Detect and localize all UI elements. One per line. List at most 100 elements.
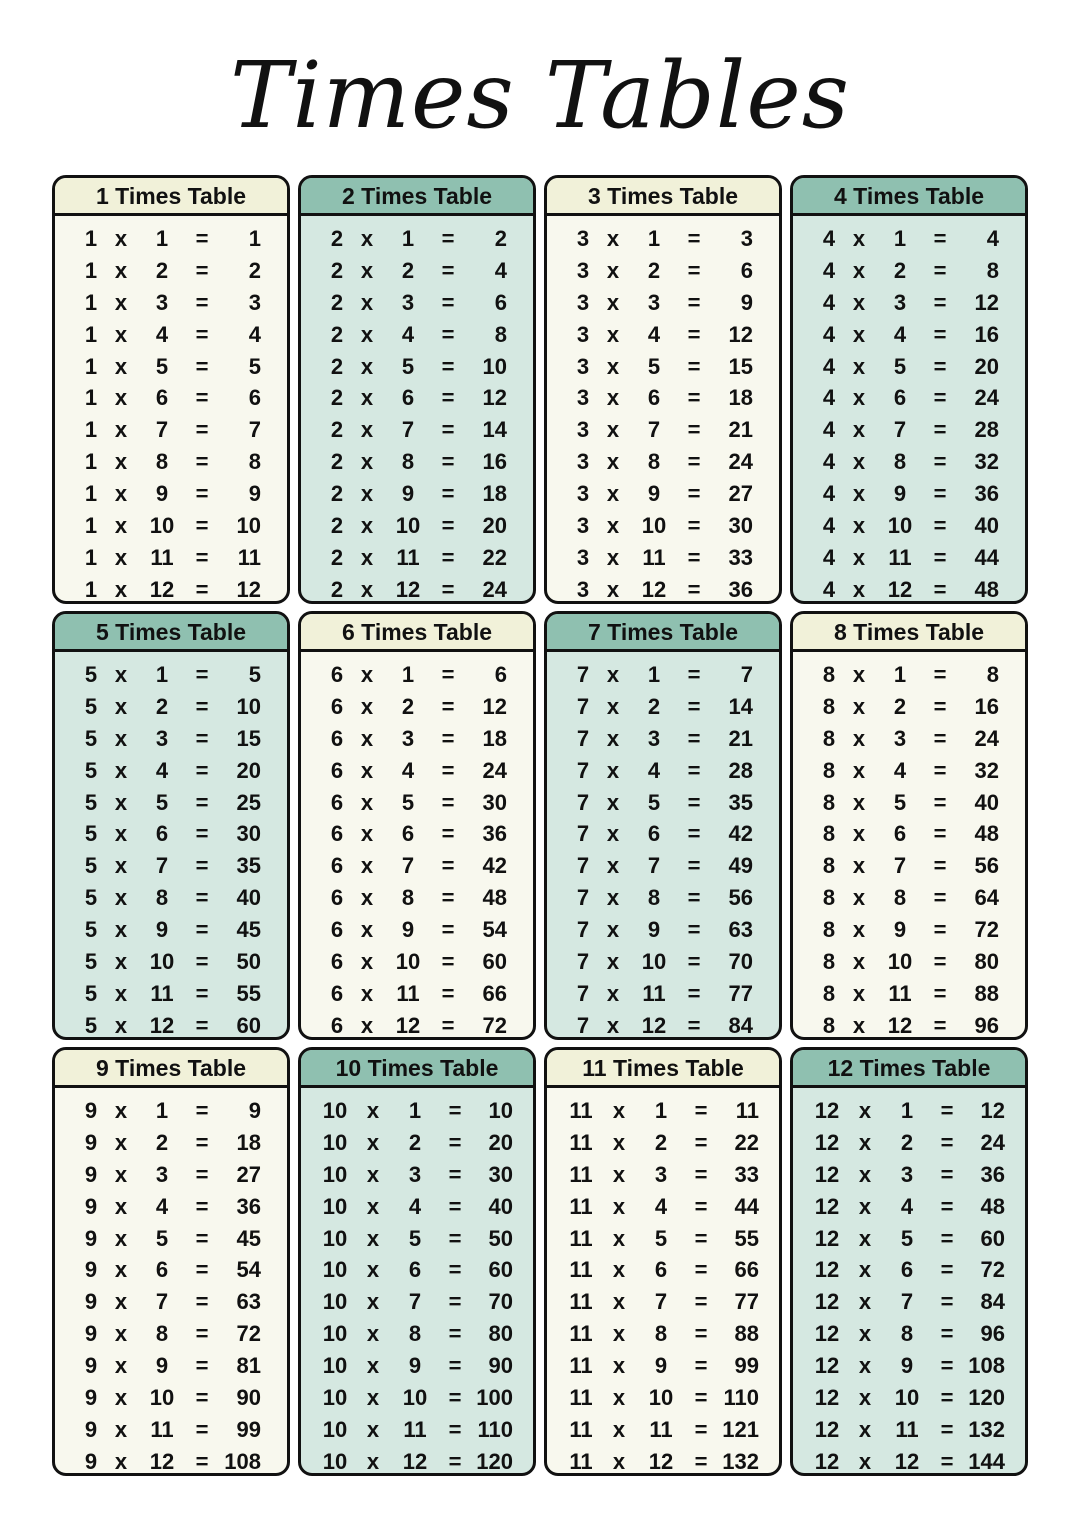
times-sign: x xyxy=(852,321,866,347)
multiplier: 7 xyxy=(155,853,169,879)
multiplicand: 9 xyxy=(84,1416,98,1442)
product: 20 xyxy=(488,1129,513,1155)
times-sign: x xyxy=(606,226,620,251)
page-title: Times Tables xyxy=(230,42,850,149)
times-sign: x xyxy=(366,1257,380,1283)
times-sign: x xyxy=(858,1321,872,1347)
multiplier: 8 xyxy=(401,885,415,911)
equals-sign: = xyxy=(448,1416,462,1442)
table-row: 5 x 2 = 10 xyxy=(55,691,287,723)
multiplier: 4 xyxy=(647,757,661,783)
multiplicand: 10 xyxy=(322,1289,348,1315)
table-rows: 11 x 1 = 11 11 x 2 = 22 11 x 3 = 33 11 x 4 = 44 11 x 5 = 55 11 x 6 =… xyxy=(547,1088,779,1473)
table-row: 12 x 11 = 132 xyxy=(793,1414,1025,1446)
times-sign: x xyxy=(114,1012,128,1038)
table-row: 2 x 11 = 22 xyxy=(301,542,533,574)
times-table-card: 5 Times Table 5 x 1 = 5 5 x 2 = 10 5 x 3 = 15 5 x 4 = 20 5 x 5 =… xyxy=(52,611,290,1040)
multiplier: 8 xyxy=(647,885,661,911)
table-row: 9 x 8 = 72 xyxy=(55,1318,287,1350)
multiplicand: 10 xyxy=(322,1193,348,1219)
equals-sign: = xyxy=(195,417,209,443)
times-sign: x xyxy=(366,1353,380,1379)
equals-sign: = xyxy=(441,789,455,815)
multiplier: 12 xyxy=(395,1012,421,1038)
table-row: 2 x 10 = 20 xyxy=(301,510,533,542)
table-row: 8 x 6 = 48 xyxy=(793,818,1025,850)
equals-sign: = xyxy=(933,353,947,379)
table-row: 12 x 2 = 24 xyxy=(793,1127,1025,1159)
times-sign: x xyxy=(366,1225,380,1251)
multiplicand: 6 xyxy=(330,885,344,911)
multiplier: 6 xyxy=(408,1257,422,1283)
equals-sign: = xyxy=(195,385,209,411)
equals-sign: = xyxy=(933,385,947,411)
table-row: 7 x 3 = 21 xyxy=(547,723,779,755)
equals-sign: = xyxy=(694,1225,708,1251)
multiplicand: 5 xyxy=(84,980,98,1006)
multiplier: 1 xyxy=(408,1098,422,1123)
table-row: 7 x 9 = 63 xyxy=(547,914,779,946)
table-row: 2 x 7 = 14 xyxy=(301,414,533,446)
multiplier: 6 xyxy=(647,385,661,411)
times-sign: x xyxy=(858,1289,872,1315)
multiplier: 3 xyxy=(401,289,415,315)
times-sign: x xyxy=(366,1416,380,1442)
multiplier: 7 xyxy=(654,1289,668,1315)
multiplicand: 6 xyxy=(330,757,344,783)
table-row: 12 x 5 = 60 xyxy=(793,1223,1025,1255)
times-sign: x xyxy=(360,821,374,847)
product: 24 xyxy=(482,576,507,602)
times-sign: x xyxy=(852,481,866,507)
table-row: 3 x 10 = 30 xyxy=(547,510,779,542)
product: 45 xyxy=(236,1225,261,1251)
product: 6 xyxy=(494,289,507,315)
multiplicand: 8 xyxy=(822,757,836,783)
equals-sign: = xyxy=(933,289,947,315)
multiplicand: 1 xyxy=(84,226,98,251)
product: 60 xyxy=(980,1225,1005,1251)
multiplicand: 11 xyxy=(569,1353,593,1379)
table-row: 1 x 2 = 2 xyxy=(55,255,287,287)
product: 24 xyxy=(974,385,999,411)
equals-sign: = xyxy=(933,321,947,347)
equals-sign: = xyxy=(195,1257,209,1283)
equals-sign: = xyxy=(940,1129,954,1155)
equals-sign: = xyxy=(195,226,209,251)
table-row: 10 x 10 = 100 xyxy=(301,1382,533,1414)
table-rows: 1 x 1 = 1 1 x 2 = 2 1 x 3 = 3 1 x 4 = 4 1 x 5 = 5 1 x 6 = 6 1 x 7 = 7 1 x 8 = 8… xyxy=(55,216,287,601)
product: 35 xyxy=(236,853,261,879)
multiplicand: 5 xyxy=(84,917,98,943)
product: 108 xyxy=(224,1448,261,1474)
product: 77 xyxy=(728,980,753,1006)
equals-sign: = xyxy=(441,1012,455,1038)
multiplicand: 2 xyxy=(330,449,344,475)
times-sign: x xyxy=(606,853,620,879)
product: 60 xyxy=(236,1012,261,1038)
multiplicand: 8 xyxy=(822,789,836,815)
multiplier: 4 xyxy=(155,321,169,347)
product: 2 xyxy=(248,257,261,283)
multiplicand: 2 xyxy=(330,385,344,411)
times-sign: x xyxy=(852,353,866,379)
table-row: 6 x 3 = 18 xyxy=(301,723,533,755)
equals-sign: = xyxy=(940,1448,954,1474)
equals-sign: = xyxy=(933,917,947,943)
multiplicand: 10 xyxy=(322,1257,348,1283)
table-rows: 6 x 1 = 6 6 x 2 = 12 6 x 3 = 18 6 x 4 = 24 6 x 5 = 30 6 x 6 = 36 6 x 7 = 4… xyxy=(301,652,533,1038)
table-rows: 3 x 1 = 3 3 x 2 = 6 3 x 3 = 9 3 x 4 = 12 3 x 5 = 15 3 x 6 = 18 3 x 7 = 21 3… xyxy=(547,216,779,601)
table-row: 6 x 4 = 24 xyxy=(301,755,533,787)
multiplicand: 12 xyxy=(814,1321,840,1347)
product: 12 xyxy=(974,289,999,315)
product: 120 xyxy=(968,1385,1005,1411)
product: 90 xyxy=(236,1385,261,1411)
table-title: 1 Times Table xyxy=(55,178,287,216)
multiplicand: 7 xyxy=(576,853,590,879)
product: 110 xyxy=(723,1385,760,1411)
multiplicand: 5 xyxy=(84,789,98,815)
times-sign: x xyxy=(360,1012,374,1038)
table-row: 7 x 2 = 14 xyxy=(547,691,779,723)
product: 80 xyxy=(488,1321,513,1347)
multiplier: 4 xyxy=(408,1193,422,1219)
equals-sign: = xyxy=(694,1257,708,1283)
table-row: 8 x 10 = 80 xyxy=(793,946,1025,978)
